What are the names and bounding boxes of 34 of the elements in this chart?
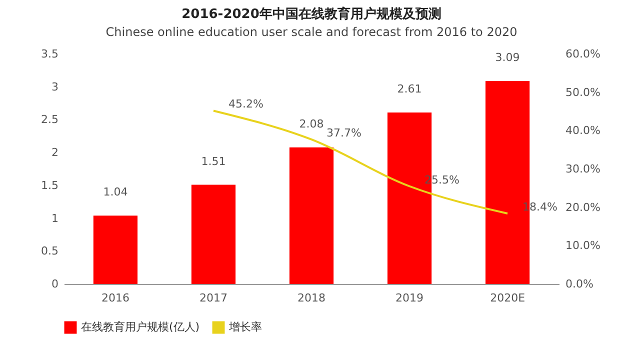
data-label: 2.61 <box>397 82 422 96</box>
y2-tick-label: 40.0% <box>566 124 600 138</box>
y-tick-label: 1.5 <box>41 178 58 192</box>
data-label: 45.2% <box>228 98 264 111</box>
y2-tick-label: 0.0% <box>566 278 594 290</box>
y-tick-label: 3 <box>52 80 58 94</box>
bar <box>93 216 138 284</box>
data-label: 2.08 <box>299 117 324 130</box>
legend-label: 在线教育用户规模(亿人) <box>81 320 200 334</box>
data-label: 1.51 <box>201 154 226 168</box>
x-tick-label: 2016 <box>101 292 130 304</box>
y-tick-label: 3.5 <box>41 48 58 60</box>
y2-tick-label: 60.0% <box>566 48 600 60</box>
y2-tick-label: 20.0% <box>566 200 600 214</box>
y2-tick-label: 10.0% <box>566 239 600 252</box>
bar <box>191 184 236 284</box>
x-tick-label: 2020E <box>490 292 526 304</box>
y-tick-label: 0.5 <box>41 244 58 258</box>
y2-tick-label: 30.0% <box>566 162 600 176</box>
legend-label: 增长率 <box>228 320 262 334</box>
data-label: 1.04 <box>103 186 128 199</box>
chart-subtitle: Chinese online education user scale and forecast from 2016 to 2020 <box>106 25 518 39</box>
y-tick-label: 1 <box>52 212 58 225</box>
x-tick-label: 2018 <box>298 292 326 304</box>
y-tick-label: 2.5 <box>41 113 58 126</box>
y-tick-label: 2 <box>52 146 58 160</box>
bar <box>289 147 334 284</box>
y2-tick-label: 50.0% <box>566 86 600 99</box>
y-tick-label: 0 <box>52 278 58 290</box>
data-label: 3.09 <box>495 50 520 64</box>
data-label: 37.7% <box>326 126 362 140</box>
x-tick-label: 2017 <box>199 292 228 304</box>
chart-title: 2016-2020年中国在线教育用户规模及预测 <box>182 6 442 22</box>
x-tick-label: 2019 <box>396 292 424 304</box>
